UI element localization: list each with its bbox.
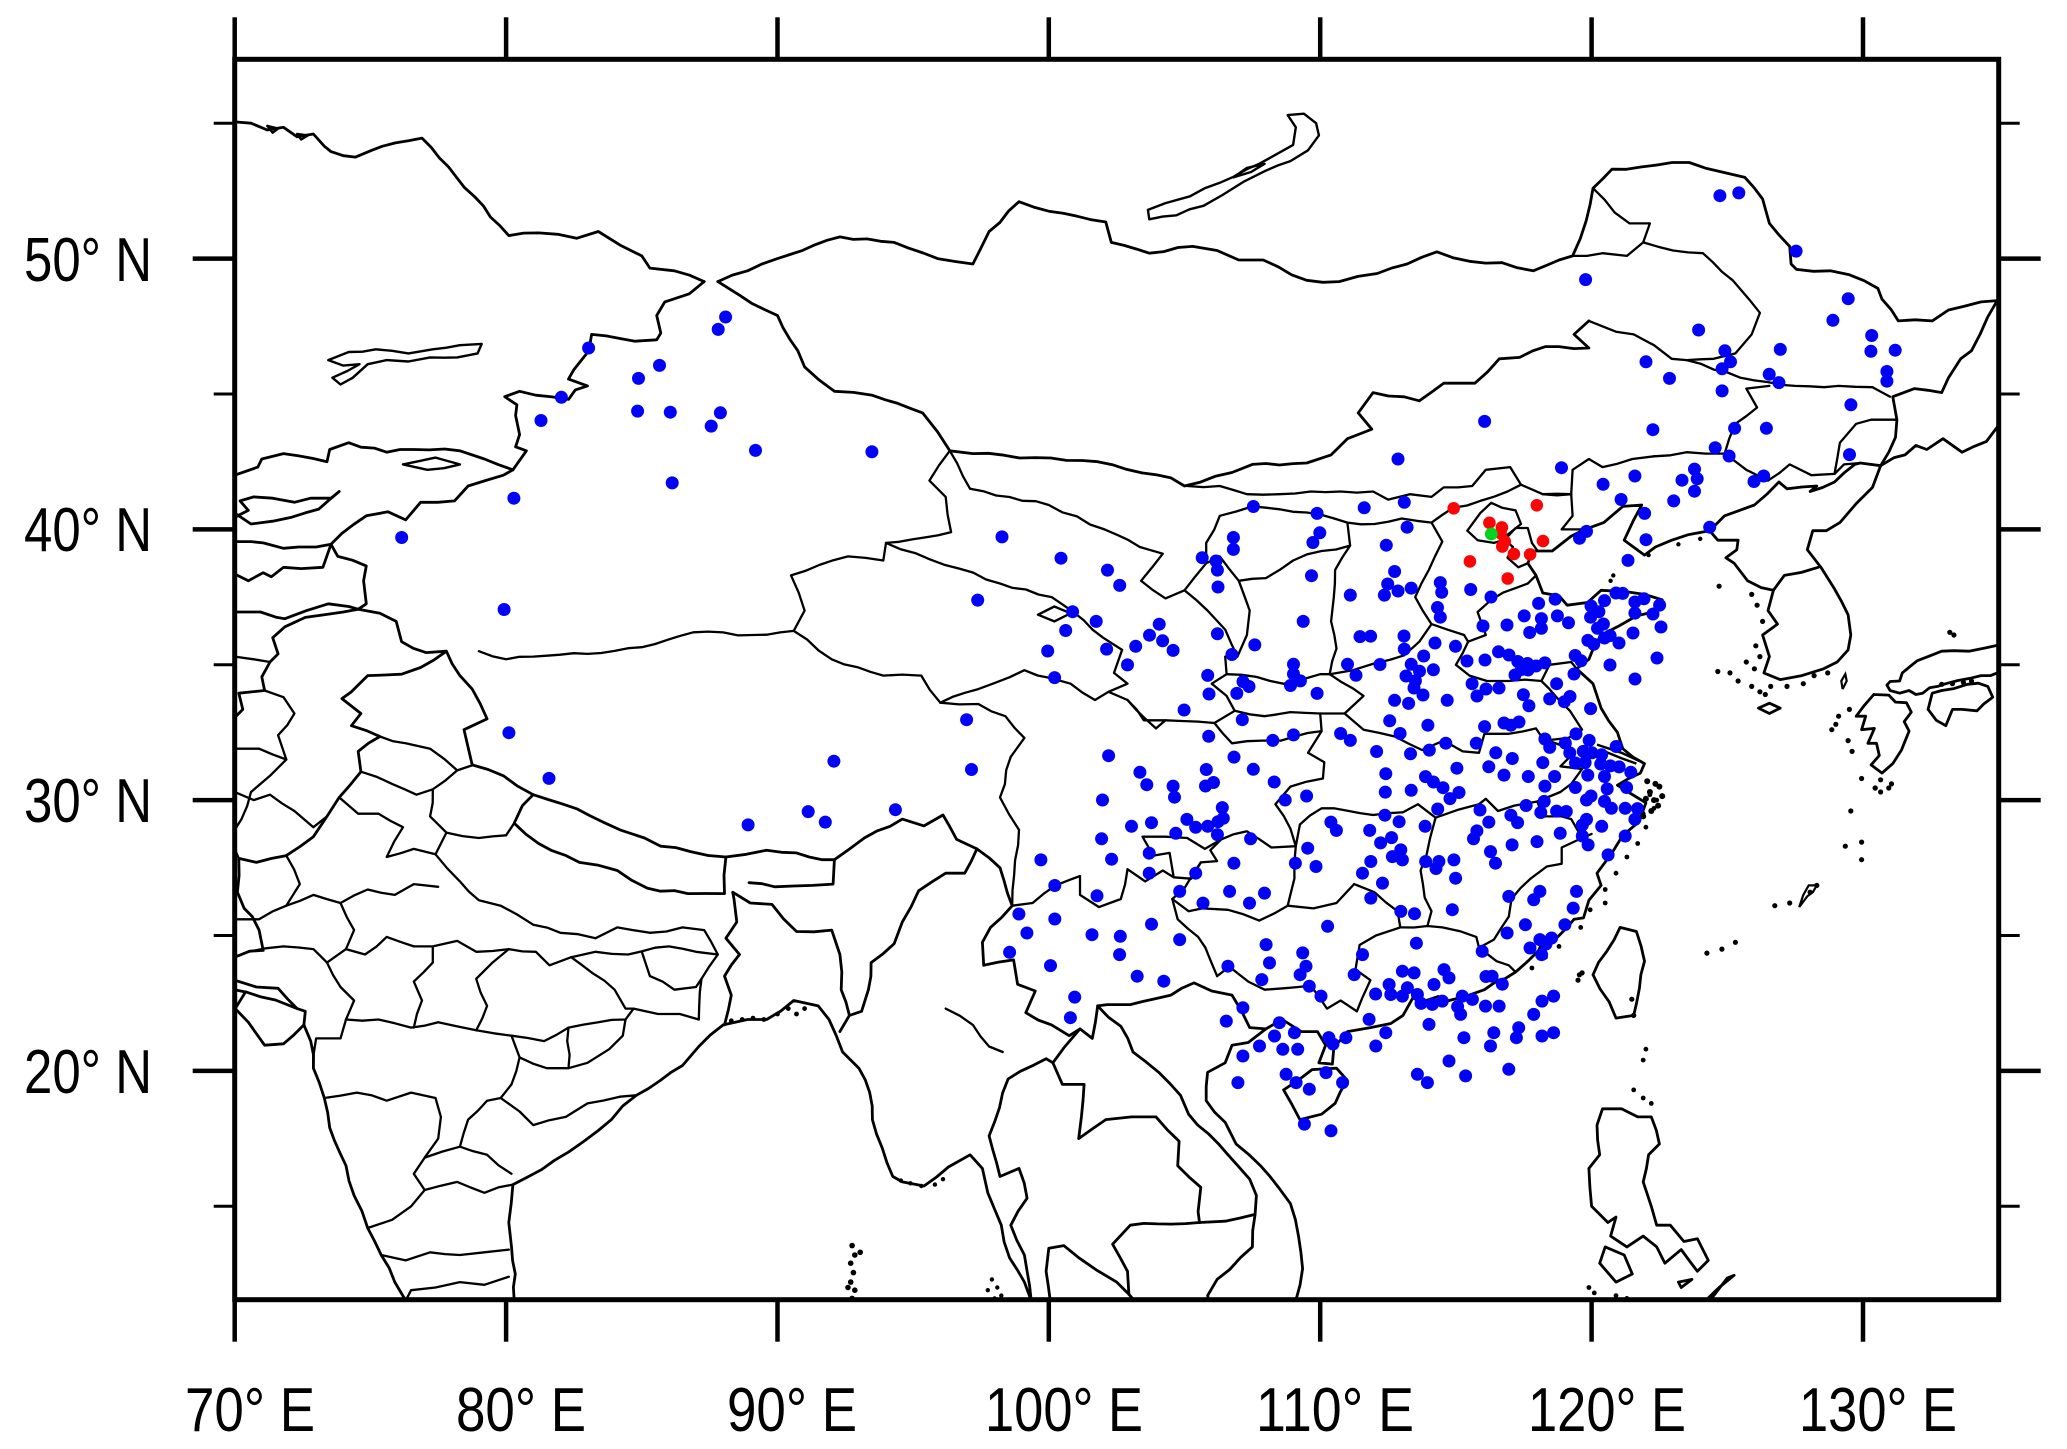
svg-text:100° E: 100° E (985, 1376, 1143, 1444)
svg-text:30° N: 30° N (24, 767, 152, 836)
svg-text:50° N: 50° N (24, 226, 152, 295)
svg-text:40° N: 40° N (24, 496, 152, 565)
svg-text:70° E: 70° E (185, 1376, 315, 1444)
svg-text:80° E: 80° E (456, 1376, 586, 1444)
svg-text:130° E: 130° E (1799, 1376, 1957, 1444)
svg-text:110° E: 110° E (1256, 1376, 1414, 1444)
svg-text:90° E: 90° E (727, 1376, 857, 1444)
svg-text:20° N: 20° N (24, 1038, 152, 1107)
svg-text:120° E: 120° E (1528, 1376, 1686, 1444)
